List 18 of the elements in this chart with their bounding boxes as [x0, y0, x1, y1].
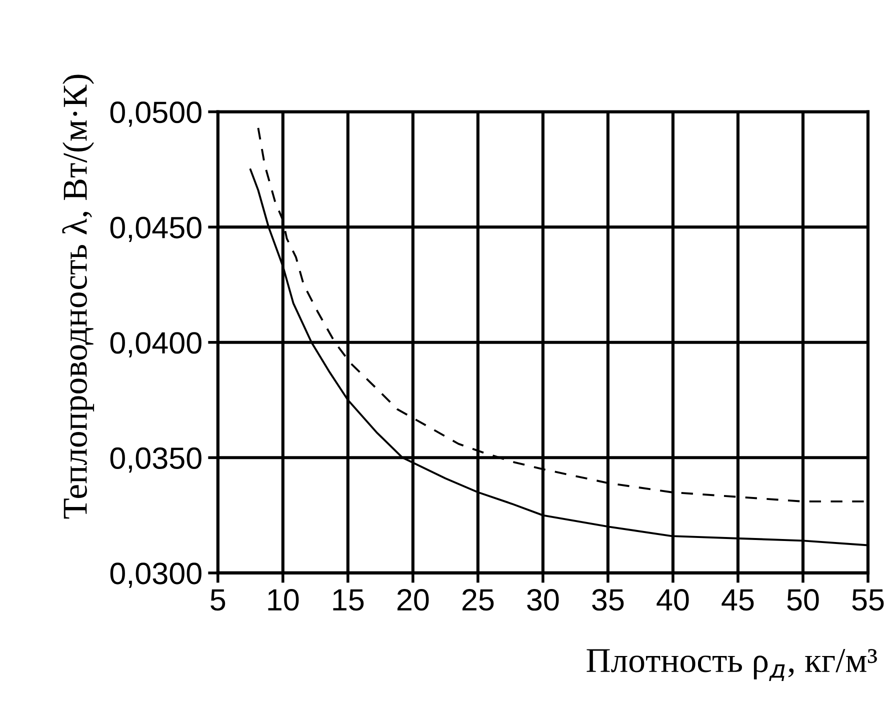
x-tick-label: 40 — [656, 589, 689, 611]
x-tick-label: 15 — [333, 589, 364, 611]
y-tick-label: 0,0400 — [110, 332, 202, 358]
y-tick-label: 0,0450 — [110, 216, 202, 242]
x-tick-label: 10 — [268, 589, 299, 611]
x-tick-label: 20 — [397, 589, 429, 611]
y-tick-label: 0,0350 — [110, 447, 202, 473]
x-axis-title: Плотность ρ$_{д}$, кг/м³ — [586, 649, 877, 681]
x-tick-label: 45 — [722, 589, 754, 611]
y-axis-title: Теплопроводность λ, Вт/(м·К) — [62, 74, 94, 519]
x-tick-label: 35 — [592, 589, 624, 611]
y-tick-label: 0,0500 — [110, 102, 202, 127]
x-tick-label: 55 — [852, 589, 884, 611]
x-tick-label: 30 — [527, 589, 559, 611]
y-tick-label: 0,0300 — [110, 562, 202, 588]
x-tick-label: 25 — [462, 589, 494, 611]
x-tick-label: 5 — [210, 589, 226, 611]
x-tick-label: 50 — [787, 589, 819, 611]
